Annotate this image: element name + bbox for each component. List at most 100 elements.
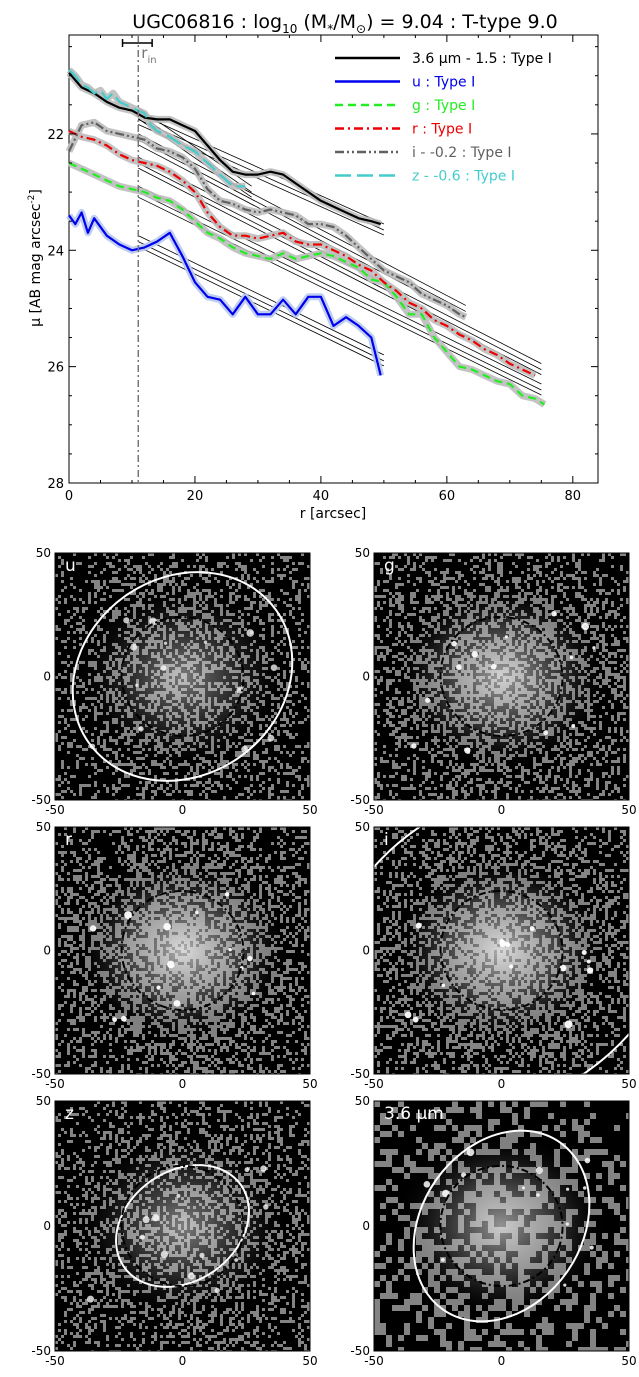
panel-y-tick-label: 50 xyxy=(355,820,370,834)
series-error-band xyxy=(67,159,547,408)
panel-x-tick-label: 50 xyxy=(621,1077,636,1091)
bright-knot xyxy=(584,1157,591,1164)
bright-knot xyxy=(176,1193,181,1198)
series-line xyxy=(68,211,382,376)
bright-knot xyxy=(535,1166,543,1174)
bright-knot xyxy=(581,949,587,955)
bright-knot xyxy=(87,1295,95,1303)
bright-knot xyxy=(163,922,171,931)
bright-knot xyxy=(246,629,255,637)
galaxy-glow xyxy=(75,856,290,1045)
bright-knot xyxy=(267,734,275,742)
bright-knot xyxy=(587,967,594,974)
bright-knot xyxy=(160,665,167,671)
image-panels: u-50-50005050g-50-50005050r-50-50005050i… xyxy=(31,546,636,1368)
panel-band-label: i xyxy=(384,830,389,850)
galaxy-glow xyxy=(75,582,290,771)
bright-knot xyxy=(451,640,457,647)
image-panel: i -50-50 0 0 50 50 xyxy=(350,820,636,1091)
inner-ellipse xyxy=(439,615,564,738)
panel-y-tick-label: -50 xyxy=(350,1344,370,1358)
bright-knot xyxy=(263,1204,269,1210)
panel-x-tick-label: 50 xyxy=(621,803,636,817)
bright-knot xyxy=(247,955,253,962)
bright-knot xyxy=(123,617,130,624)
y-tick-label: 22 xyxy=(47,128,64,143)
bright-knot xyxy=(536,1193,540,1197)
bright-knot xyxy=(167,960,175,969)
bright-knot xyxy=(529,926,535,932)
bright-knot xyxy=(423,1181,431,1188)
bright-knot xyxy=(187,1272,195,1280)
image-panel: 3.6 μm -50-50 0 0 50 50 xyxy=(350,1094,636,1368)
bright-knot xyxy=(441,983,446,988)
inner-ellipse xyxy=(439,1164,564,1288)
panel-x-tick-label: -50 xyxy=(364,1077,384,1091)
panel-y-tick-label: 50 xyxy=(355,1094,370,1108)
panel-y-tick-label: -50 xyxy=(350,793,370,807)
r-in-label: rin xyxy=(141,44,156,66)
series-error-band xyxy=(66,209,385,377)
legend-label: g : Type I xyxy=(412,98,475,114)
legend-label: z - -0.6 : Type I xyxy=(412,169,515,185)
fit-line xyxy=(138,185,542,385)
bright-knot xyxy=(112,1017,117,1023)
panel-image xyxy=(55,827,310,1074)
bright-knot xyxy=(270,664,278,671)
series-line xyxy=(68,69,246,188)
bright-knot xyxy=(138,726,144,732)
fit-line xyxy=(138,191,542,391)
series-error-band xyxy=(65,118,468,321)
legend-label: r : Type I xyxy=(412,122,472,138)
panel-frame xyxy=(54,552,311,801)
bright-knot xyxy=(581,622,590,631)
image-panel: r -50-50 0 0 50 50 xyxy=(31,820,317,1091)
y-tick-label: 26 xyxy=(47,361,64,376)
bright-knot xyxy=(543,730,549,736)
fit-line xyxy=(138,246,385,367)
inner-ellipse xyxy=(120,889,245,1012)
outer-ellipse xyxy=(71,571,294,782)
bright-knot xyxy=(425,697,431,703)
bright-knot xyxy=(466,1148,475,1157)
panel-y-tick-label: 0 xyxy=(43,944,51,958)
legend: 3.6 μm - 1.5 : Type I u : Type I g : Type … xyxy=(335,51,552,185)
panel-image xyxy=(55,1101,310,1351)
bright-knot xyxy=(224,892,230,897)
bright-knot xyxy=(89,925,97,932)
panel-x-tick-label: -50 xyxy=(364,1354,384,1368)
series-line xyxy=(68,130,536,377)
image-panel: z -50-50 0 0 50 50 xyxy=(31,1094,317,1368)
panel-band-label: r xyxy=(65,830,72,850)
galaxy-glow xyxy=(75,1131,290,1321)
fit-line xyxy=(138,113,385,225)
y-tick-label: 24 xyxy=(47,244,64,259)
x-tick-label: 60 xyxy=(439,489,456,504)
panel-y-tick-label: -50 xyxy=(31,1067,51,1081)
r-in-marker: rin xyxy=(121,35,157,483)
bright-knot xyxy=(490,663,497,670)
inner-ellipse xyxy=(439,889,564,1012)
legend-label: i - -0.2 : Type I xyxy=(412,145,512,161)
bright-knot xyxy=(260,1165,267,1172)
bright-knot xyxy=(565,1187,570,1191)
panel-x-tick-label: 0 xyxy=(498,1077,506,1091)
panel-image xyxy=(55,553,310,800)
bright-knot xyxy=(251,991,256,996)
series-lines xyxy=(68,69,546,406)
bright-knot xyxy=(214,1287,220,1294)
panel-band-label: 3.6 μm xyxy=(384,1104,444,1124)
panel-x-tick-label: 50 xyxy=(302,1354,317,1368)
bright-knot xyxy=(142,1216,150,1224)
bright-knot xyxy=(152,1214,160,1222)
panel-y-tick-label: 0 xyxy=(362,670,370,684)
panel-x-tick-label: 0 xyxy=(179,1077,187,1091)
profile-plot: 0 20 40 60 80 22 24 26 28 rin 3.6 μm - 1.5 : Typ… xyxy=(27,34,599,522)
panel-x-tick-label: 50 xyxy=(302,1077,317,1091)
inner-ellipse xyxy=(120,615,245,738)
bright-knot xyxy=(586,959,591,964)
panel-y-tick-label: 0 xyxy=(43,1219,51,1233)
bright-knot xyxy=(244,1167,250,1173)
bright-knot xyxy=(404,1011,412,1019)
